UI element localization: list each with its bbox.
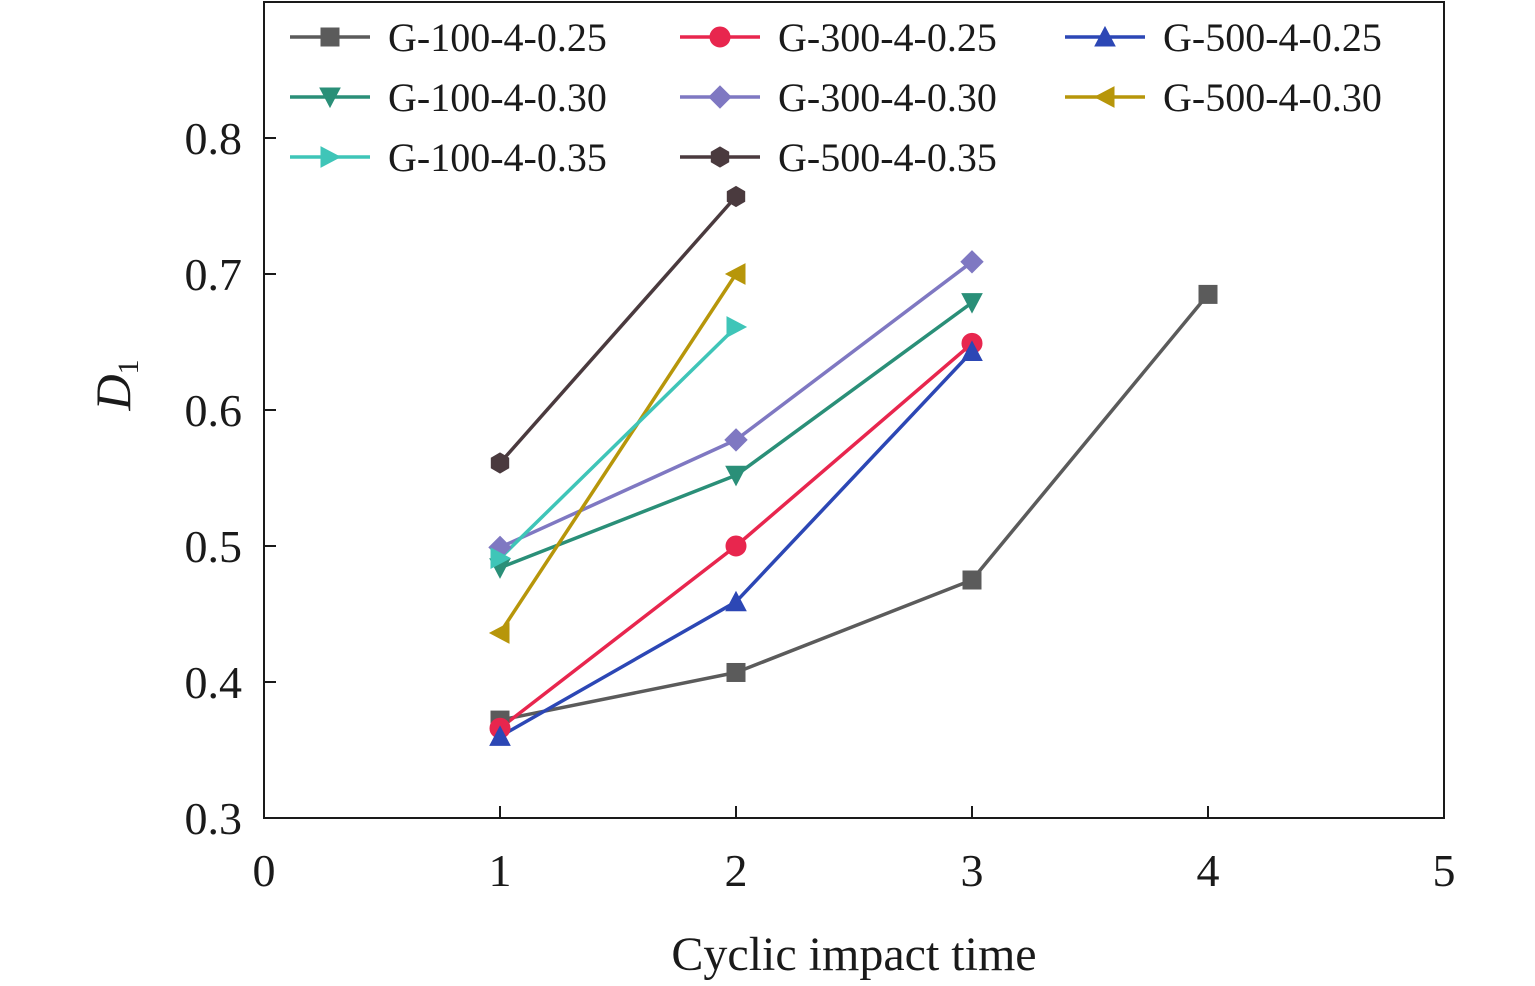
y-tick-label: 0.3 [185,793,243,844]
legend-marker [1093,86,1115,108]
legend-label: G-300-4-0.30 [778,75,997,120]
legend-marker [320,27,340,47]
y-tick-label: 0.5 [185,521,243,572]
data-point-g-500-4-0-30 [488,622,510,644]
legend-marker [1094,25,1116,47]
data-point-g-100-4-0-25 [726,662,746,682]
legend-label: G-100-4-0.25 [388,15,607,60]
y-axis-title-subscript: 1 [112,359,145,374]
data-point-g-500-4-0-25 [725,590,747,612]
data-point-g-500-4-0-30 [724,263,746,285]
series-line-g-500-4-0-35 [498,195,738,465]
y-tick-label: 0.8 [185,113,243,164]
x-axis: 0 1 2 3 4 5 [253,806,1456,896]
legend-label: G-100-4-0.30 [388,75,607,120]
data-point-g-300-4-0-30 [724,428,748,452]
x-tick-label: 0 [253,845,276,896]
legend-item-g-300-4-0-30: G-300-4-0.30 [680,75,997,120]
legend-item-g-500-4-0-25: G-500-4-0.25 [1065,15,1382,60]
series-markers [488,185,1218,746]
data-point-g-500-4-0-35 [490,452,510,474]
legend-marker [708,85,732,109]
legend-item-g-100-4-0-35: G-100-4-0.35 [290,135,607,180]
data-point-g-500-4-0-35 [726,185,746,208]
y-tick-label: 0.4 [185,657,243,708]
legend-label: G-100-4-0.35 [388,135,607,180]
x-axis-title: Cyclic impact time [671,928,1036,981]
data-point-g-100-4-0-25 [1198,284,1218,304]
y-axis: 0.3 0.4 0.5 0.6 0.7 0.8 [185,113,276,844]
legend-item-g-100-4-0-25: G-100-4-0.25 [290,15,607,60]
data-point-g-500-4-0-25 [489,725,511,746]
data-point-g-300-4-0-30 [960,250,984,274]
data-point-g-100-4-0-30 [725,465,747,487]
data-point-g-100-4-0-35 [726,316,748,338]
data-point-g-300-4-0-25 [725,535,747,557]
x-tick-label: 1 [489,845,512,896]
legend-label: G-300-4-0.25 [778,15,997,60]
series-line-g-100-4-0-25 [499,293,1210,722]
legend-item-g-500-4-0-30: G-500-4-0.30 [1065,75,1382,120]
legend-label: G-500-4-0.25 [1163,15,1382,60]
legend-item-g-500-4-0-35: G-500-4-0.35 [680,135,997,180]
legend-marker [319,87,341,109]
y-tick-label: 0.6 [185,385,243,436]
legend-marker [709,26,731,48]
x-tick-label: 3 [961,845,984,896]
legend-item-g-100-4-0-30: G-100-4-0.30 [290,75,607,120]
x-tick-label: 4 [1197,845,1220,896]
data-point-g-500-4-0-25 [961,340,983,361]
data-point-g-100-4-0-25 [962,570,982,590]
y-axis-title-main: D [85,374,141,411]
legend: G-100-4-0.25 G-300-4-0.25 G-500-4-0.25 G-10… [290,15,1382,180]
series-lines [498,195,1210,738]
legend-marker [710,146,730,168]
x-tick-label: 2 [725,845,748,896]
legend-label: G-500-4-0.30 [1163,75,1382,120]
legend-item-g-300-4-0-25: G-300-4-0.25 [680,15,997,60]
legend-label: G-500-4-0.35 [778,135,997,180]
y-tick-label: 0.7 [185,249,243,300]
plot-frame [263,1,1445,819]
data-point-g-100-4-0-30 [961,293,983,314]
x-tick-label: 5 [1433,845,1456,896]
y-axis-title: D1 [85,359,145,411]
series-line-g-500-4-0-30 [498,273,738,634]
data-point-g-100-4-0-35 [490,547,512,570]
series-line-g-100-4-0-35 [498,325,738,560]
legend-marker [320,146,342,168]
